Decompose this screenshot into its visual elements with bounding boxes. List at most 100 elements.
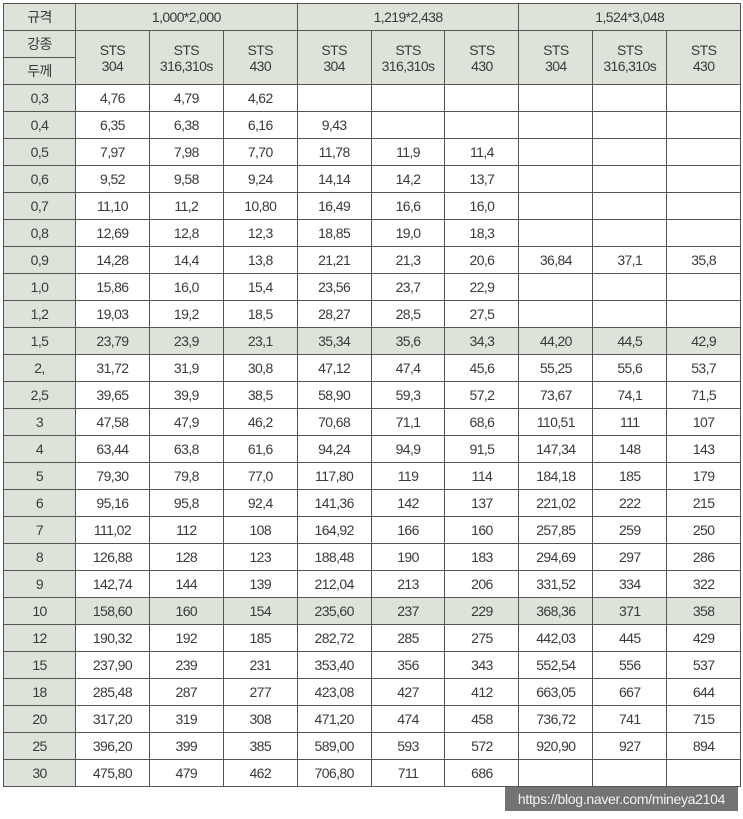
weight-cell	[518, 111, 594, 139]
weight-cell: 7,70	[222, 138, 298, 166]
weight-cell: 143	[666, 435, 742, 463]
weight-cell: 6,38	[148, 111, 224, 139]
weight-cell: 31,9	[148, 354, 224, 382]
weight-cell: 111	[592, 408, 668, 436]
weight-cell: 77,0	[222, 462, 298, 490]
weight-cell: 19,2	[148, 300, 224, 328]
thickness-cell: 5	[3, 462, 76, 490]
weight-cell: 166	[370, 516, 446, 544]
thickness-cell: 0,7	[3, 192, 76, 220]
weight-cell: 412	[444, 678, 520, 706]
weight-cell: 239	[148, 651, 224, 679]
weight-cell: 572	[444, 732, 520, 760]
weight-cell	[592, 165, 668, 193]
table-row: 9 142,74 144 139 212,04 213 206 331,52 334 322	[3, 570, 742, 598]
weight-cell	[370, 111, 446, 139]
weight-cell: 39,9	[148, 381, 224, 409]
weight-cell: 94,24	[296, 435, 372, 463]
weight-cell: 462	[222, 759, 298, 787]
weight-cell: 23,9	[148, 327, 224, 355]
weight-cell: 14,2	[370, 165, 446, 193]
weight-cell: 144	[148, 570, 224, 598]
weight-cell: 711	[370, 759, 446, 787]
thickness-cell: 20	[3, 705, 76, 733]
grade-number: 430	[471, 57, 493, 74]
weight-cell: 47,9	[148, 408, 224, 436]
weight-cell: 285	[370, 624, 446, 652]
weight-cell: 158,60	[75, 597, 150, 625]
thickness-cell: 6	[3, 489, 76, 517]
weight-cell: 319	[148, 705, 224, 733]
watermark: https://blog.naver.com/mineya2104	[505, 787, 738, 811]
weight-cell: 286	[666, 543, 742, 571]
weight-cell: 6,35	[75, 111, 150, 139]
table-row: 0,3 4,76 4,79 4,62	[3, 84, 742, 112]
thickness-cell: 2,	[3, 354, 76, 382]
table-row: 10 158,60 160 154 235,60 237 229 368,36 371 358	[3, 597, 742, 625]
weight-cell: 128	[148, 543, 224, 571]
table-row: 15 237,90 239 231 353,40 356 343 552,54 556 537	[3, 651, 742, 679]
thickness-cell: 3	[3, 408, 76, 436]
weight-cell	[518, 192, 594, 220]
thickness-cell: 0,3	[3, 84, 76, 112]
weight-cell: 74,1	[592, 381, 668, 409]
weight-cell: 108	[222, 516, 298, 544]
weight-cell: 23,56	[296, 273, 372, 301]
weight-cell: 92,4	[222, 489, 298, 517]
weight-cell: 44,20	[518, 327, 594, 355]
weight-cell: 110,51	[518, 408, 594, 436]
weight-cell: 6,16	[222, 111, 298, 139]
thickness-cell: 18	[3, 678, 76, 706]
weight-cell: 55,25	[518, 354, 594, 382]
weight-cell: 458	[444, 705, 520, 733]
weight-cell: 21,3	[370, 246, 446, 274]
weight-cell: 59,3	[370, 381, 446, 409]
weight-cell: 117,80	[296, 462, 372, 490]
weight-cell: 287	[148, 678, 224, 706]
weight-cell: 275	[444, 624, 520, 652]
thickness-cell: 10	[3, 597, 76, 625]
weight-cell: 18,5	[222, 300, 298, 328]
grade-number: 304	[545, 57, 567, 74]
weight-cell: 23,1	[222, 327, 298, 355]
weight-cell: 257,85	[518, 516, 594, 544]
grade-prefix: STS	[99, 41, 126, 58]
weight-cell: 15,86	[75, 273, 150, 301]
grade-header: STS 316,310s	[370, 30, 446, 85]
spec-label: 규격	[3, 3, 76, 31]
weight-cell: 663,05	[518, 678, 594, 706]
weight-cell: 474	[370, 705, 446, 733]
weight-cell: 277	[222, 678, 298, 706]
weight-cell: 70,68	[296, 408, 372, 436]
weight-cell: 22,9	[444, 273, 520, 301]
weight-cell: 30,8	[222, 354, 298, 382]
weight-cell: 35,6	[370, 327, 446, 355]
weight-cell: 23,7	[370, 273, 446, 301]
thickness-cell: 0,9	[3, 246, 76, 274]
weight-cell: 356	[370, 651, 446, 679]
grade-header: STS 316,310s	[592, 30, 668, 85]
grade-header: STS 304	[296, 30, 372, 85]
table-row: 0,4 6,35 6,38 6,16 9,43	[3, 111, 742, 139]
thickness-cell: 2,5	[3, 381, 76, 409]
weight-cell: 20,6	[444, 246, 520, 274]
weight-cell: 16,6	[370, 192, 446, 220]
thickness-cell: 0,6	[3, 165, 76, 193]
weight-cell: 107	[666, 408, 742, 436]
weight-cell: 123	[222, 543, 298, 571]
weight-cell: 185	[222, 624, 298, 652]
weight-cell: 34,3	[444, 327, 520, 355]
weight-cell: 147,34	[518, 435, 594, 463]
thickness-cell: 7	[3, 516, 76, 544]
weight-cell: 231	[222, 651, 298, 679]
weight-cell: 16,0	[444, 192, 520, 220]
weight-cell: 183	[444, 543, 520, 571]
weight-cell	[592, 300, 668, 328]
table-row: 12 190,32 192 185 282,72 285 275 442,03 445 429	[3, 624, 742, 652]
table-row: 1,2 19,03 19,2 18,5 28,27 28,5 27,5	[3, 300, 742, 328]
weight-cell: 686	[444, 759, 520, 787]
weight-cell: 91,5	[444, 435, 520, 463]
table-row: 25 396,20 399 385 589,00 593 572 920,90 927 894	[3, 732, 742, 760]
weight-cell: 63,8	[148, 435, 224, 463]
weight-cell: 160	[444, 516, 520, 544]
